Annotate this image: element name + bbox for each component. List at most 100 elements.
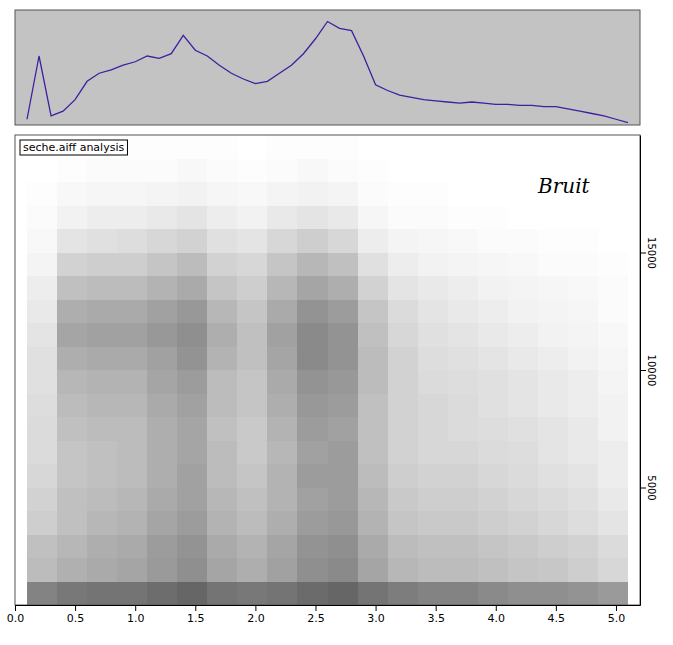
heat-cell — [237, 464, 267, 488]
heat-cell — [267, 464, 297, 488]
heat-cell — [57, 253, 87, 277]
heat-cell — [297, 159, 327, 183]
heat-cell — [448, 300, 478, 324]
heat-cell — [87, 535, 117, 559]
heat-cell — [267, 253, 297, 277]
heat-cell — [358, 323, 388, 347]
heat-cell — [388, 206, 418, 230]
heat-cell — [388, 323, 418, 347]
heat-cell — [27, 394, 57, 418]
heat-cell — [177, 464, 207, 488]
heat-cell — [598, 159, 628, 183]
heat-cell — [297, 253, 327, 277]
heat-cell — [207, 182, 237, 206]
heat-cell — [297, 135, 327, 159]
heat-cell — [598, 394, 628, 418]
cells-layer — [27, 135, 628, 605]
x-tick-mark — [496, 605, 497, 611]
heat-cell — [538, 347, 568, 371]
heat-cell — [328, 300, 358, 324]
heat-cell — [237, 558, 267, 582]
heat-cell — [27, 347, 57, 371]
heat-cell — [568, 253, 598, 277]
x-tick-label: 2.0 — [247, 612, 265, 625]
heat-cell — [328, 370, 358, 394]
heat-cell — [568, 135, 598, 159]
heat-cell — [27, 300, 57, 324]
heat-cell — [117, 206, 147, 230]
heat-cell — [328, 417, 358, 441]
heat-cell — [207, 464, 237, 488]
heat-cell — [27, 253, 57, 277]
heat-cell — [448, 511, 478, 535]
x-axis: 0.00.51.01.52.02.53.03.54.04.55.0 — [7, 605, 641, 625]
heat-cell — [538, 229, 568, 253]
heat-cell — [177, 159, 207, 183]
heat-cell — [237, 135, 267, 159]
heat-cell — [448, 253, 478, 277]
heat-cell — [568, 323, 598, 347]
heat-cell — [328, 206, 358, 230]
heat-cell — [87, 347, 117, 371]
heat-cell — [237, 511, 267, 535]
heat-cell — [418, 370, 448, 394]
heat-cell — [568, 417, 598, 441]
heat-cell — [297, 558, 327, 582]
heat-cell — [27, 276, 57, 300]
heat-cell — [448, 159, 478, 183]
heat-cell — [57, 323, 87, 347]
x-tick-mark — [315, 605, 316, 611]
heat-cell — [237, 417, 267, 441]
heat-cell — [448, 323, 478, 347]
heat-cell — [418, 347, 448, 371]
heat-cell — [388, 182, 418, 206]
heat-cell — [207, 229, 237, 253]
heat-cell — [568, 370, 598, 394]
heat-cell — [57, 488, 87, 512]
heat-cell — [358, 370, 388, 394]
heat-cell — [237, 347, 267, 371]
y-tick: 5000 — [640, 475, 657, 500]
heat-cell — [237, 253, 267, 277]
heat-cell — [418, 276, 448, 300]
heat-cell — [478, 535, 508, 559]
heat-cell — [147, 394, 177, 418]
heat-cell — [388, 253, 418, 277]
heat-cell — [478, 417, 508, 441]
heat-cell — [297, 300, 327, 324]
heat-cell — [177, 347, 207, 371]
x-tick-mark — [15, 605, 16, 611]
heat-cell — [328, 276, 358, 300]
heat-cell — [328, 488, 358, 512]
heat-cell — [177, 300, 207, 324]
heat-cell — [388, 558, 418, 582]
heat-cell — [508, 253, 538, 277]
heat-cell — [27, 417, 57, 441]
heat-cell — [358, 135, 388, 159]
heat-cell — [508, 347, 538, 371]
heat-cell — [358, 582, 388, 606]
y-tick-label: 5000 — [646, 475, 657, 500]
heat-cell — [27, 370, 57, 394]
heat-cell — [117, 300, 147, 324]
heat-cell — [267, 582, 297, 606]
heat-cell — [508, 159, 538, 183]
heat-cell — [448, 464, 478, 488]
heat-cell — [358, 347, 388, 371]
x-tick-label: 4.0 — [488, 612, 506, 625]
heat-cell — [448, 488, 478, 512]
heat-cell — [147, 558, 177, 582]
x-tick-mark — [376, 605, 377, 611]
heat-cell — [237, 276, 267, 300]
heat-cell — [297, 535, 327, 559]
heat-cell — [478, 464, 508, 488]
heat-cell — [508, 394, 538, 418]
heat-cell — [358, 417, 388, 441]
heat-cell — [87, 417, 117, 441]
heat-cell — [418, 182, 448, 206]
heat-cell — [177, 535, 207, 559]
heat-cell — [207, 206, 237, 230]
y-tick-label: 10000 — [646, 355, 657, 387]
heat-cell — [147, 229, 177, 253]
heat-cell — [388, 276, 418, 300]
